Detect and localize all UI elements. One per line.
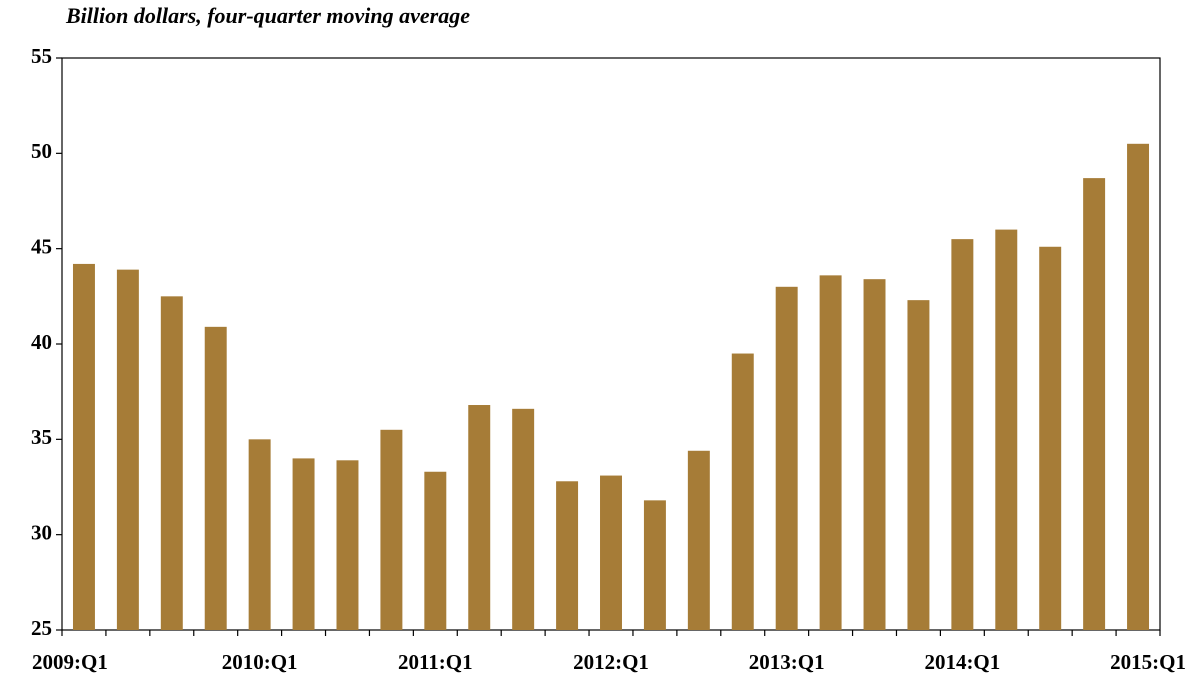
bar: [775, 286, 798, 630]
bar: [643, 500, 666, 630]
y-tick-label: 40: [31, 330, 52, 354]
bar: [1039, 246, 1062, 630]
bar: [819, 275, 842, 630]
x-tick-label: 2014:Q1: [924, 650, 1000, 674]
bar: [292, 458, 315, 630]
x-tick-label: 2009:Q1: [32, 650, 108, 674]
bar: [907, 300, 930, 630]
x-tick-label: 2011:Q1: [398, 650, 473, 674]
chart-title: Billion dollars, four-quarter moving ave…: [65, 3, 470, 28]
x-tick-label: 2015:Q1: [1110, 650, 1186, 674]
bar: [687, 450, 710, 630]
y-tick-label: 30: [31, 520, 52, 544]
bar: [1127, 143, 1150, 631]
x-tick-label: 2010:Q1: [222, 650, 298, 674]
bar: [600, 475, 622, 630]
bar: [951, 239, 974, 630]
y-tick-label: 25: [31, 616, 52, 640]
bar: [160, 296, 183, 630]
y-tick-label: 45: [31, 234, 52, 258]
bar: [116, 269, 139, 630]
bar: [1083, 178, 1106, 630]
bar: [995, 229, 1018, 630]
bar: [556, 481, 579, 630]
bar: [248, 439, 271, 630]
bar: [863, 279, 886, 630]
bar: [204, 326, 227, 630]
bar: [72, 263, 95, 630]
bar: [731, 353, 754, 630]
x-tick-label: 2013:Q1: [749, 650, 825, 674]
bar: [468, 405, 491, 630]
bar: [336, 460, 359, 630]
bar: [380, 429, 403, 630]
bar: [512, 408, 535, 630]
bar: [424, 471, 447, 630]
y-tick-label: 50: [31, 139, 52, 163]
y-tick-label: 55: [31, 44, 52, 68]
y-tick-label: 35: [31, 425, 52, 449]
x-tick-label: 2012:Q1: [573, 650, 649, 674]
